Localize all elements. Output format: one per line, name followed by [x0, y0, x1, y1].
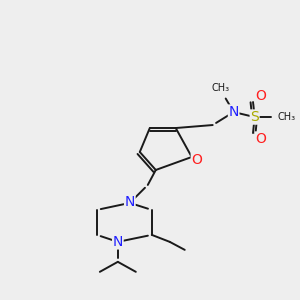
Text: N: N: [124, 195, 135, 209]
Text: N: N: [229, 105, 239, 119]
Text: O: O: [191, 153, 202, 167]
Text: O: O: [255, 89, 266, 103]
Text: CH₃: CH₃: [212, 83, 230, 93]
Text: N: N: [112, 235, 123, 249]
Text: CH₃: CH₃: [278, 112, 296, 122]
Text: O: O: [255, 132, 266, 146]
Text: S: S: [250, 110, 259, 124]
